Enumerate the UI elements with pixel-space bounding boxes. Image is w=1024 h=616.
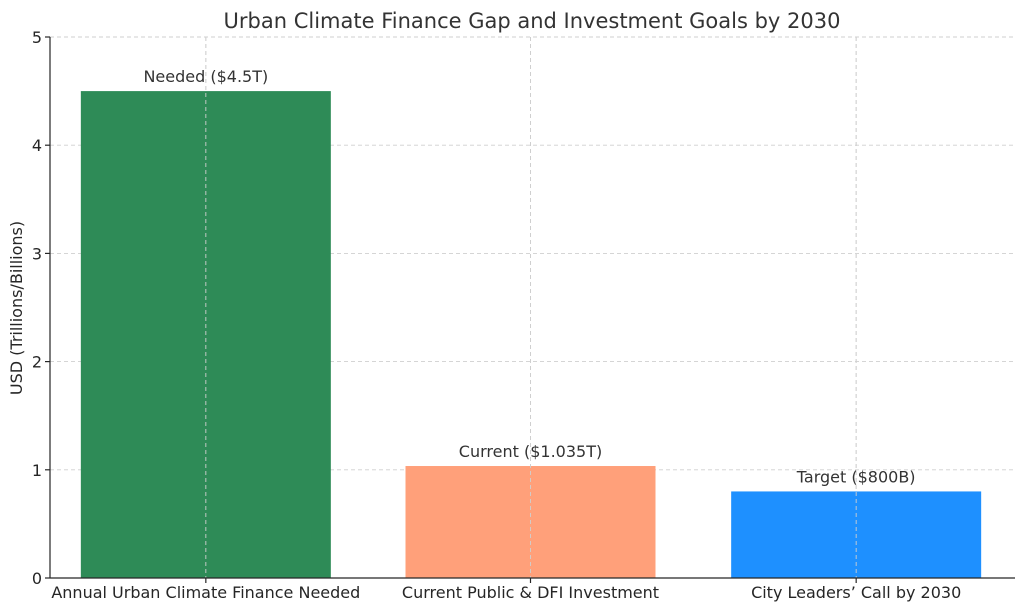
- y-tick-label: 4: [32, 136, 42, 155]
- label-layer: Needed ($4.5T) Current ($1.035T) Target ($…: [143, 67, 915, 486]
- y-axis-label: USD (Trillions/Billions): [7, 221, 26, 395]
- bar-data-label: Target ($800B): [796, 467, 916, 486]
- x-tick-label: Current Public & DFI Investment: [402, 583, 659, 602]
- y-tick-label: 3: [32, 244, 42, 263]
- y-tick-label: 0: [32, 569, 42, 588]
- bar-data-label: Current ($1.035T): [459, 442, 602, 461]
- bar-layer: [80, 37, 982, 578]
- bar-data-label: Needed ($4.5T): [143, 67, 268, 86]
- y-tick-label: 5: [32, 28, 42, 47]
- y-tick-label: 2: [32, 353, 42, 372]
- x-tick-label: Annual Urban Climate Finance Needed: [51, 583, 360, 602]
- x-tick-label: City Leaders’ Call by 2030: [751, 583, 961, 602]
- chart-title: Urban Climate Finance Gap and Investment…: [224, 9, 841, 33]
- axis-layer: 0 1 2 3 4 5 Annual Urban Climate Finance Neede…: [32, 28, 1015, 602]
- y-tick-label: 1: [32, 461, 42, 480]
